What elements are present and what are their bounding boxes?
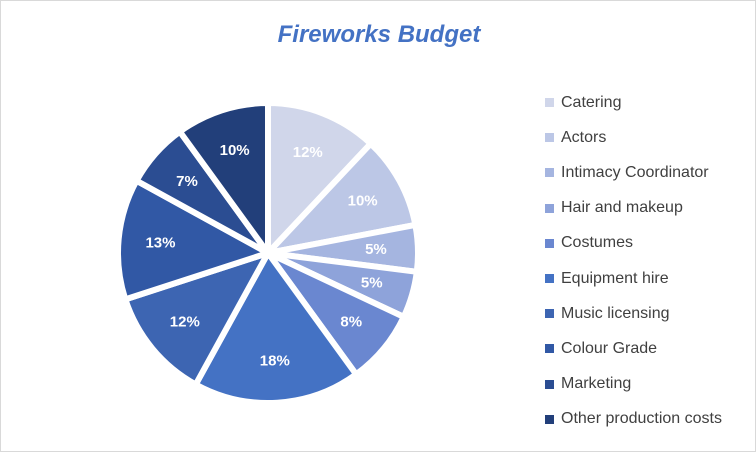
- legend: Catering Actors Intimacy Coordinator Hair a…: [545, 85, 722, 437]
- legend-swatch: [545, 203, 554, 213]
- data-label-costumes: 8%: [340, 313, 362, 330]
- legend-label: Catering: [561, 93, 622, 111]
- legend-item-hair-and-makeup: Hair and makeup: [545, 191, 722, 226]
- legend-item-actors: Actors: [545, 120, 722, 155]
- legend-label: Actors: [561, 128, 607, 146]
- legend-item-costumes: Costumes: [545, 226, 722, 261]
- legend-label: Marketing: [561, 375, 632, 393]
- legend-item-marketing: Marketing: [545, 367, 722, 402]
- legend-swatch: [545, 168, 554, 178]
- legend-label: Music licensing: [561, 304, 670, 322]
- legend-swatch: [545, 344, 554, 354]
- legend-swatch: [545, 309, 554, 319]
- legend-item-catering: Catering: [545, 85, 722, 120]
- data-label-hair-and-makeup: 5%: [361, 275, 383, 292]
- legend-swatch: [545, 414, 554, 424]
- data-label-actors: 10%: [348, 192, 378, 209]
- legend-swatch: [545, 274, 554, 284]
- pie-slice-catering: [265, 100, 374, 256]
- legend-item-other-production-costs: Other production costs: [545, 402, 722, 437]
- legend-label: Costumes: [561, 234, 634, 252]
- pie-slice-equipment-hire: [192, 250, 360, 406]
- pie-slice-music-licensing: [122, 250, 271, 388]
- legend-item-equipment-hire: Equipment hire: [545, 261, 722, 296]
- data-label-catering: 12%: [293, 144, 323, 161]
- data-label-other-production-costs: 10%: [220, 142, 250, 159]
- data-label-colour-grade: 13%: [145, 234, 175, 251]
- data-label-marketing: 7%: [176, 173, 198, 190]
- legend-label: Hair and makeup: [561, 199, 683, 217]
- pie-slice-other-production-costs: [176, 100, 271, 256]
- legend-label: Intimacy Coordinator: [561, 163, 709, 181]
- data-label-equipment-hire: 18%: [260, 352, 290, 369]
- legend-item-colour-grade: Colour Grade: [545, 331, 722, 366]
- pie-slice-actors: [265, 140, 419, 256]
- legend-item-intimacy-coordinator: Intimacy Coordinator: [545, 155, 722, 190]
- legend-item-music-licensing: Music licensing: [545, 296, 722, 331]
- pie-slice-colour-grade: [115, 177, 271, 303]
- legend-label: Other production costs: [561, 410, 722, 428]
- legend-swatch: [545, 98, 554, 108]
- legend-swatch: [545, 379, 554, 389]
- legend-label: Equipment hire: [561, 269, 669, 287]
- data-label-music-licensing: 12%: [170, 313, 200, 330]
- chart-title: Fireworks Budget: [277, 21, 481, 48]
- legend-swatch: [545, 133, 554, 143]
- legend-label: Colour Grade: [561, 339, 658, 357]
- legend-swatch: [545, 238, 554, 248]
- data-label-intimacy-coordinator: 5%: [365, 241, 387, 258]
